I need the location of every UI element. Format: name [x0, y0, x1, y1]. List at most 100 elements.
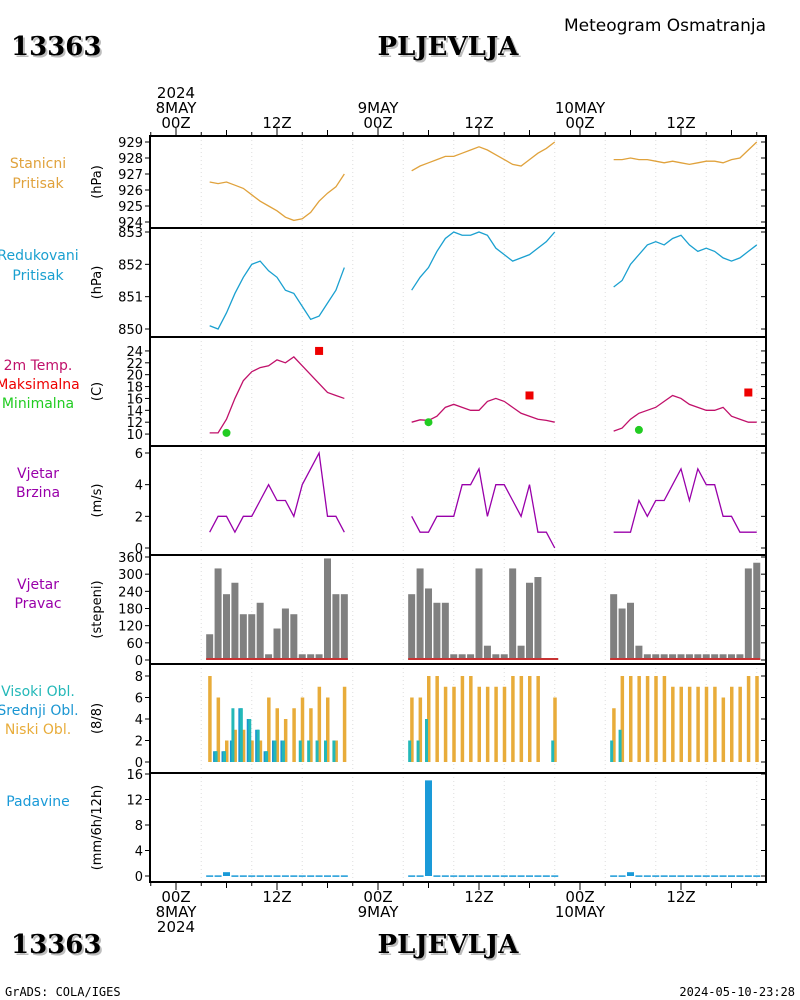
cloud-low-bar — [208, 676, 212, 762]
bottom-date-label: 2024 — [157, 918, 195, 936]
precip-bar — [660, 875, 668, 877]
precip-bar — [256, 875, 264, 877]
y-tick-label: 925 — [118, 200, 143, 215]
precip-bar — [711, 875, 719, 877]
cloud-low-bar — [216, 697, 221, 762]
series-line — [613, 467, 757, 533]
series-line — [613, 141, 758, 166]
y-tick-label: 18 — [126, 381, 143, 396]
precip-bar — [542, 875, 550, 877]
precip-bar — [627, 872, 634, 876]
precip-bar — [635, 875, 643, 877]
panel-label: Pritisak — [12, 268, 64, 284]
cloud-low-bar — [283, 719, 288, 762]
direction-bar — [441, 602, 449, 660]
cloud-low-bar — [704, 686, 709, 762]
top-hour-label: 12Z — [666, 114, 695, 132]
panel-label: Pravac — [14, 596, 61, 612]
precip-bar — [500, 875, 508, 877]
y-tick-label: 20 — [126, 369, 143, 384]
panel-6: 0 2 4 6 8 (8/8) Visoki Obl. Srednji Obl. Niski O… — [0, 663, 767, 774]
precip-bar — [307, 875, 315, 877]
y-tick-label: 4 — [135, 479, 143, 494]
y-tick-label: 12 — [126, 416, 143, 431]
panel-5: 0 60 120 180 240 300 360 (stepeni) Vjetar Pravac — [14, 551, 767, 669]
y-tick-label: 2 — [135, 510, 143, 525]
cloud-high-bar — [256, 729, 260, 762]
panel-frame — [149, 135, 767, 229]
precip-bar — [551, 875, 559, 877]
cloud-low-bar — [755, 676, 759, 762]
precip-bar — [408, 875, 416, 877]
tmin-marker — [424, 418, 433, 427]
bottom-hour-label: 12Z — [262, 888, 291, 906]
precip-bar — [273, 875, 281, 877]
cloud-low-bar — [225, 740, 229, 762]
precip-bar — [416, 875, 424, 877]
y-tick-label: 926 — [118, 184, 143, 199]
precip-bar — [728, 875, 735, 877]
precip-bar — [643, 875, 651, 877]
top-hour-label: 12Z — [464, 114, 493, 132]
bottom-date-label: 00Z — [161, 888, 190, 906]
cloud-low-bar — [746, 676, 751, 762]
panel-label: Pritisak — [12, 176, 64, 192]
series-line — [209, 356, 345, 434]
direction-bar — [416, 568, 424, 660]
panel-label: Stanicni — [10, 156, 66, 172]
direction-bar — [408, 594, 416, 660]
y-tick-label: 0 — [135, 542, 143, 557]
direction-bar — [223, 594, 230, 660]
cloud-low-bar — [494, 686, 498, 762]
cloud-high-bar — [223, 751, 226, 762]
y-tick-label: 300 — [118, 568, 143, 583]
y-tick-label: 927 — [118, 168, 143, 183]
y-tick-label: 924 — [118, 216, 143, 231]
cloud-low-bar — [418, 697, 423, 762]
direction-bar — [467, 654, 475, 660]
y-tick-label: 240 — [118, 585, 143, 600]
cloud-low-bar — [300, 697, 305, 762]
y-tick-label: 120 — [118, 620, 143, 635]
direction-bar — [290, 614, 298, 660]
direction-bar — [677, 654, 685, 660]
y-tick-label: 24 — [126, 345, 143, 360]
direction-bar — [231, 582, 239, 660]
precip-bar — [526, 875, 533, 877]
precip-bar — [534, 875, 542, 877]
precip-bar — [441, 875, 449, 877]
y-tick-label: 8 — [135, 670, 143, 685]
direction-bar — [483, 645, 491, 660]
panel-label: Redukovani — [0, 248, 79, 264]
direction-bar — [685, 654, 693, 660]
cloud-low-bar — [612, 708, 616, 762]
precip-bar — [223, 872, 230, 876]
direction-bar — [500, 654, 508, 660]
tmax-marker — [525, 391, 534, 400]
cloud-high-bar — [315, 740, 319, 762]
precip-bar — [298, 875, 306, 877]
y-tick-label: 929 — [118, 136, 143, 151]
panel-2: 850 851 852 853 (hPa) Redukovani Pritisak — [0, 226, 767, 338]
cloud-low-bar — [730, 686, 734, 762]
y-tick-label: 853 — [118, 226, 143, 241]
y-tick-label: 851 — [118, 291, 143, 306]
y-axis-label: (8/8) — [90, 703, 105, 734]
cloud-low-bar — [258, 740, 263, 762]
bottom-date-label: 10MAY — [555, 903, 606, 921]
precip-bar — [332, 875, 340, 877]
direction-bar — [206, 634, 214, 660]
precip-bar — [509, 875, 517, 877]
station-name-bottom-shadow: PLJEVLJA — [380, 932, 522, 962]
cloud-low-bar — [645, 676, 650, 762]
direction-bar — [618, 608, 626, 660]
cloud-high-bar — [214, 751, 218, 762]
direction-bar — [509, 568, 517, 660]
tmax-marker — [744, 388, 753, 397]
direction-bar — [643, 654, 651, 660]
panel-frame — [149, 227, 767, 338]
y-tick-label: 16 — [126, 768, 143, 783]
y-axis-label: (C) — [90, 382, 105, 401]
